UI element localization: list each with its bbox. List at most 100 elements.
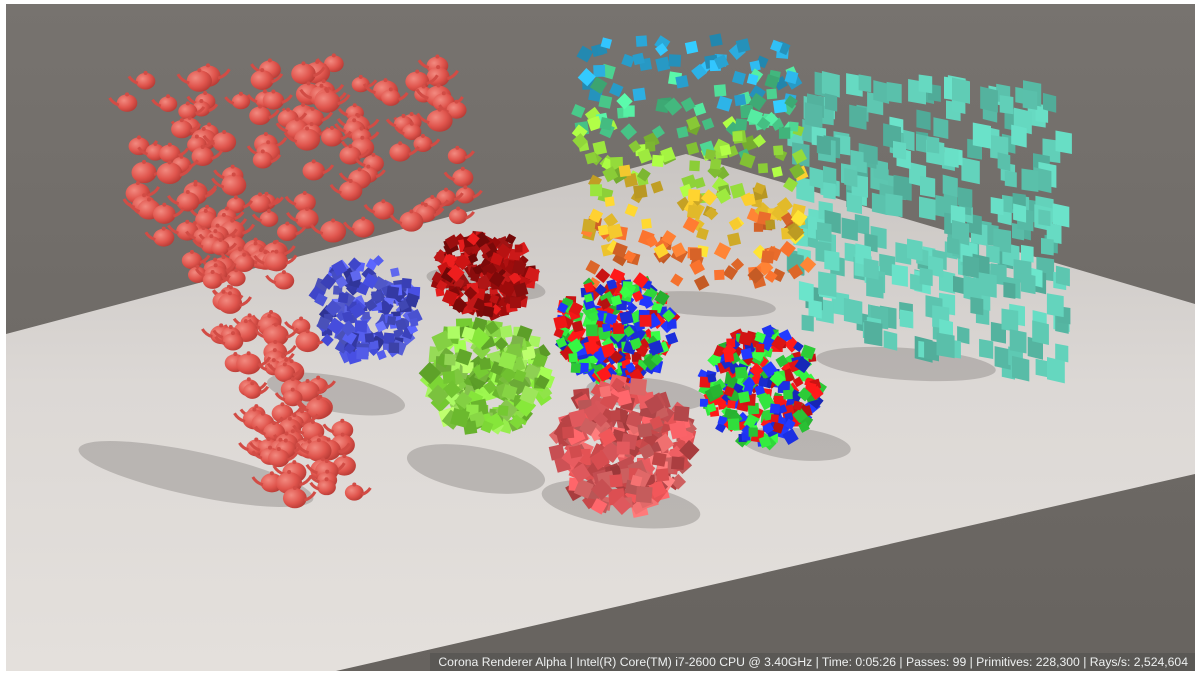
cube xyxy=(376,349,387,361)
cube xyxy=(386,286,400,300)
cube xyxy=(942,174,958,198)
cube xyxy=(734,93,747,107)
cube xyxy=(436,279,448,292)
cube xyxy=(466,232,480,246)
teapot xyxy=(284,190,316,212)
cube xyxy=(731,70,746,85)
cube xyxy=(327,317,345,335)
cube xyxy=(513,282,529,298)
cube xyxy=(489,287,498,296)
cube xyxy=(970,296,984,316)
cube xyxy=(772,99,788,114)
cube xyxy=(653,243,669,259)
cube xyxy=(723,385,735,397)
cube xyxy=(772,421,784,434)
cube xyxy=(619,286,632,299)
cube xyxy=(609,268,624,283)
cube xyxy=(499,325,514,339)
teapot xyxy=(156,160,193,185)
cube xyxy=(463,286,478,300)
cube xyxy=(609,350,623,364)
rendered-scene xyxy=(6,4,1195,671)
cube xyxy=(790,209,808,227)
cube xyxy=(699,398,709,407)
cube xyxy=(615,389,633,407)
cube xyxy=(350,269,362,282)
cube xyxy=(528,335,541,348)
cube xyxy=(462,362,474,374)
cube xyxy=(762,422,775,435)
cube xyxy=(879,253,896,277)
gradient-cube-cloud xyxy=(571,33,817,292)
cube xyxy=(1047,356,1065,384)
cube xyxy=(442,380,461,399)
cube xyxy=(604,196,615,207)
cube xyxy=(509,414,525,430)
teapot xyxy=(178,101,206,120)
cube xyxy=(798,421,810,433)
cube xyxy=(1013,203,1027,223)
cube xyxy=(375,320,387,333)
cube xyxy=(444,353,456,366)
cube xyxy=(369,340,379,350)
cube xyxy=(1041,237,1054,256)
cube xyxy=(498,351,517,370)
cube xyxy=(609,410,621,421)
cube xyxy=(584,151,598,165)
cube xyxy=(792,407,808,424)
cube xyxy=(638,443,656,460)
cube xyxy=(952,77,970,104)
cube xyxy=(846,73,863,97)
cube xyxy=(454,253,471,271)
teapot xyxy=(277,221,307,242)
cube xyxy=(649,316,662,328)
cube xyxy=(655,42,669,57)
cube xyxy=(727,232,742,247)
cube xyxy=(572,133,588,149)
cube xyxy=(692,102,707,117)
cube xyxy=(1020,273,1036,295)
cube xyxy=(844,167,858,188)
cube xyxy=(597,224,609,236)
cube xyxy=(364,298,378,312)
cube xyxy=(753,222,764,232)
cube xyxy=(651,451,667,467)
teapot xyxy=(144,226,175,247)
cube xyxy=(691,63,708,80)
teapot xyxy=(321,125,352,147)
cube xyxy=(747,267,764,284)
cube xyxy=(735,118,748,131)
cube xyxy=(743,193,756,207)
teapot xyxy=(301,106,334,128)
cube xyxy=(899,310,913,329)
cube xyxy=(362,311,371,320)
cube xyxy=(573,478,594,499)
cube xyxy=(709,158,722,170)
cube xyxy=(579,417,598,436)
cube xyxy=(670,273,684,287)
cube xyxy=(665,332,679,346)
cube xyxy=(587,115,603,132)
cube xyxy=(749,362,765,378)
render-status-bar: Corona Renderer Alpha | Intel(R) Core(TM… xyxy=(430,653,1195,671)
teapot xyxy=(152,202,185,224)
cube xyxy=(994,346,1011,370)
cube xyxy=(866,274,884,299)
cube xyxy=(990,197,1004,216)
cube xyxy=(886,81,902,104)
cube xyxy=(841,217,858,242)
cube xyxy=(1021,244,1034,263)
cube xyxy=(765,219,776,230)
teapot xyxy=(448,206,475,225)
cube xyxy=(728,217,743,231)
cube xyxy=(787,264,804,280)
cube xyxy=(593,64,606,78)
cube xyxy=(602,166,619,183)
cube xyxy=(632,52,645,66)
cube xyxy=(489,293,500,304)
cube xyxy=(651,125,665,139)
cube xyxy=(514,244,523,253)
cube xyxy=(401,278,412,289)
mixed-cube-cluster-right xyxy=(697,324,827,451)
teapot xyxy=(202,270,231,289)
